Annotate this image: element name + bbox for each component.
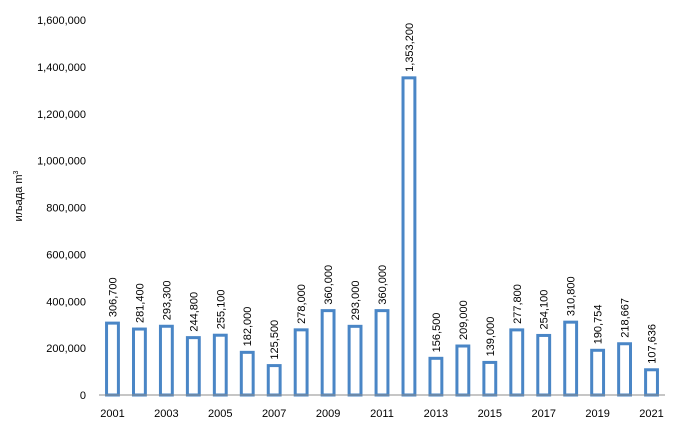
data-label: 360,000 <box>377 265 389 305</box>
x-tick-label: 2021 <box>639 408 663 420</box>
bar <box>617 342 633 397</box>
y-tick-label: 1,200,000 <box>37 109 86 121</box>
y-axis-ticks: 0 200,000 400,000 600,000 800,000 1,000,000 1,… <box>37 15 86 402</box>
bar-series <box>105 76 659 397</box>
x-tick-label: 2015 <box>478 408 502 420</box>
y-tick-label: 0 <box>80 390 86 402</box>
x-tick-label: 2009 <box>316 408 340 420</box>
data-label: 254,100 <box>539 290 551 330</box>
bar <box>455 344 471 397</box>
y-axis-title: иљада m3 <box>13 170 25 221</box>
x-tick-label: 2001 <box>100 408 124 420</box>
data-label: 156,500 <box>431 313 443 353</box>
bar <box>482 360 498 397</box>
x-tick-label: 2011 <box>370 408 394 420</box>
data-labels: 306,700 281,400 293,300 244,800 255,100 182,0… <box>107 23 658 364</box>
data-label: 244,800 <box>188 292 200 332</box>
data-label: 293,000 <box>350 281 362 321</box>
data-label: 293,300 <box>161 280 173 320</box>
bar <box>320 309 336 397</box>
data-label: 278,000 <box>296 284 308 324</box>
bar <box>509 328 525 397</box>
bar <box>266 364 282 397</box>
bar <box>563 320 579 397</box>
y-tick-label: 400,000 <box>46 296 86 308</box>
x-tick-label: 2005 <box>208 408 232 420</box>
data-label: 281,400 <box>134 283 146 323</box>
data-label: 255,100 <box>215 289 227 329</box>
y-axis-label: иљада m3 <box>13 170 25 221</box>
data-label: 277,800 <box>512 284 524 324</box>
bar <box>374 309 390 397</box>
data-label: 107,636 <box>647 324 659 364</box>
data-label: 182,000 <box>242 307 254 347</box>
y-tick-label: 800,000 <box>46 203 86 215</box>
data-label: 218,667 <box>620 298 632 338</box>
x-tick-label: 2019 <box>585 408 609 420</box>
data-label: 190,754 <box>593 305 605 345</box>
bar <box>212 333 228 397</box>
bar <box>105 321 120 397</box>
y-tick-label: 1,600,000 <box>37 15 86 27</box>
data-label: 209,000 <box>458 300 470 340</box>
bar <box>590 348 606 397</box>
y-tick-label: 1,400,000 <box>37 62 86 74</box>
bar <box>293 328 309 397</box>
data-label: 125,500 <box>269 320 281 360</box>
bar <box>347 324 363 397</box>
bar <box>536 333 552 397</box>
bar <box>185 336 201 397</box>
data-label: 360,000 <box>323 265 335 305</box>
data-label: 139,000 <box>485 317 497 357</box>
y-tick-label: 1,000,000 <box>37 156 86 168</box>
x-axis-ticks: 2001 2003 2005 2007 2009 2011 2013 2015 2017 2019… <box>100 408 664 420</box>
bar <box>428 356 444 397</box>
bar <box>401 76 417 397</box>
bar <box>131 327 147 397</box>
x-tick-label: 2007 <box>262 408 286 420</box>
y-tick-label: 200,000 <box>46 343 86 355</box>
bar <box>239 350 255 397</box>
data-label: 1,353,200 <box>404 23 416 72</box>
y-tick-label: 600,000 <box>46 249 86 261</box>
bar <box>644 368 659 397</box>
bar <box>158 324 174 397</box>
data-label: 310,800 <box>566 276 578 316</box>
data-label: 306,700 <box>107 277 119 317</box>
x-tick-label: 2017 <box>531 408 555 420</box>
x-tick-label: 2013 <box>424 408 448 420</box>
x-tick-label: 2003 <box>154 408 178 420</box>
